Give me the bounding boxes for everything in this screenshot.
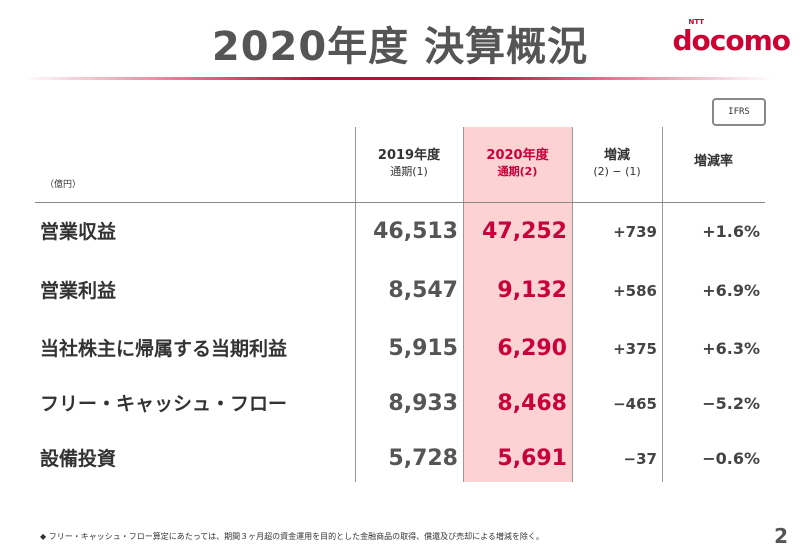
ifrs-badge: IFRS [712,98,766,126]
value-2020: 5,691 [497,446,567,471]
value-2019: 46,513 [373,219,458,244]
unit-label: （億円） [45,180,82,190]
value-2020: 6,290 [497,336,567,361]
value-diff: +586 [613,282,657,300]
page-title: 2020年度 決算概況 [211,24,589,70]
header-divider [35,202,765,203]
column-divider [662,127,663,482]
table-row: 設備投資 5,728 5,691 −37 −0.6% [0,439,800,479]
row-label: フリー・キャッシュ・フロー [40,393,288,415]
value-diff: +739 [613,223,657,241]
header-diff: 増減 (2) − (1) [593,148,641,178]
value-diff: −465 [613,395,657,413]
footnote: ◆ フリー・キャッシュ・フロー算定にあたっては、期間３ヶ月超の資金運用を目的とし… [40,532,544,541]
table-row: 営業利益 8,547 9,132 +586 +6.9% [0,271,800,311]
docomo-logo: NTT docomo [672,18,791,57]
value-rate: −0.6% [702,449,760,468]
row-label: 営業利益 [40,280,117,302]
value-2019: 5,915 [388,336,458,361]
value-rate: +6.9% [702,281,760,300]
header-rate: 増減率 [693,154,733,169]
table-row: 営業収益 46,513 47,252 +739 +1.6% [0,212,800,252]
value-2019: 5,728 [388,446,458,471]
value-2019: 8,933 [388,391,458,416]
table-row: フリー・キャッシュ・フロー 8,933 8,468 −465 −5.2% [0,384,800,424]
value-rate: −5.2% [702,394,760,413]
value-2020: 47,252 [482,219,567,244]
value-2020: 9,132 [497,278,567,303]
row-label: 営業収益 [40,221,117,243]
value-2019: 8,547 [388,278,458,303]
value-rate: +1.6% [702,222,760,241]
value-diff: −37 [623,450,657,468]
table-row: 当社株主に帰属する当期利益 5,915 6,290 +375 +6.3% [0,329,800,369]
column-divider [355,127,356,482]
page-number: 2 [774,524,788,548]
header-2020: 2020年度 通期(2) [486,148,549,178]
value-2020: 8,468 [497,391,567,416]
value-diff: +375 [613,340,657,358]
header-2019: 2019年度 通期(1) [377,148,441,178]
column-divider [572,127,573,482]
row-label: 設備投資 [40,448,117,470]
column-divider [463,127,464,482]
value-rate: +6.3% [702,339,760,358]
highlight-column [463,127,572,482]
row-label: 当社株主に帰属する当期利益 [40,338,288,360]
title-divider [22,77,772,80]
